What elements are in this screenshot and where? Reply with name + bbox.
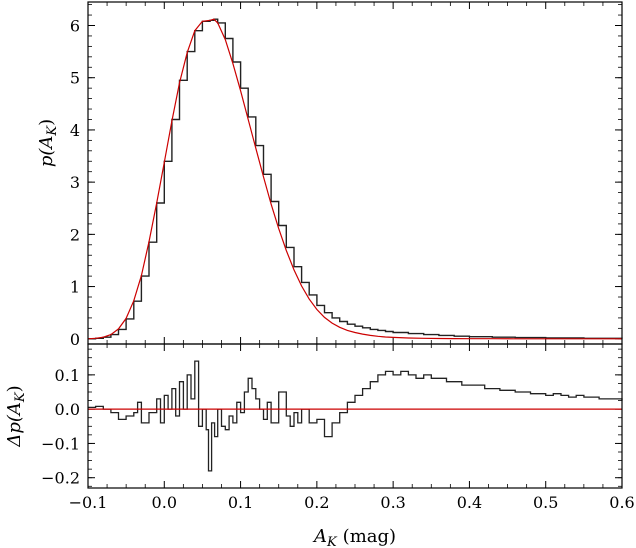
bottom-y-label-close: ) xyxy=(4,385,25,392)
top-y-tick-label: 1 xyxy=(70,278,80,297)
bottom-y-tick-label: 0.0 xyxy=(55,400,80,419)
bottom-y-tick-label: 0.1 xyxy=(55,366,80,385)
top-y-tick-label: 0 xyxy=(70,330,80,349)
top-panel: 0 1 2 3 4 5 6 p(AK) xyxy=(36,1,623,349)
x-label-unit: (mag) xyxy=(343,526,396,547)
top-y-tick-label: 5 xyxy=(70,69,80,88)
bottom-y-axis-label: Δp(AK) xyxy=(4,385,28,447)
x-axis-label: AK (mag) xyxy=(312,526,396,548)
bottom-plot-frame xyxy=(87,343,623,489)
x-label-main: A xyxy=(312,526,327,547)
top-y-label-main: p(A xyxy=(36,136,57,168)
top-plot-frame xyxy=(87,1,623,345)
x-tick-label: 0.0 xyxy=(152,493,177,512)
top-y-tick-label: 6 xyxy=(70,16,80,35)
top-y-tick-label: 4 xyxy=(70,121,80,140)
x-label-sub: K xyxy=(326,535,338,548)
top-ticks xyxy=(87,2,623,344)
top-y-tick-label: 2 xyxy=(70,225,80,244)
x-tick-label: 0.5 xyxy=(533,493,558,512)
histogram-line xyxy=(88,18,623,340)
x-tick-label: 0.6 xyxy=(609,493,634,512)
top-y-label-close: ) xyxy=(36,119,57,126)
top-y-tick-labels: 0 1 2 3 4 5 6 xyxy=(70,16,80,348)
top-y-tick-label: 3 xyxy=(70,173,80,192)
x-tick-label: −0.1 xyxy=(69,493,108,512)
bottom-y-tick-label: −0.1 xyxy=(41,434,80,453)
x-tick-label: 0.4 xyxy=(457,493,482,512)
bottom-y-tick-labels: 0.1 0.0 −0.1 −0.2 xyxy=(41,366,80,488)
top-y-axis-label: p(AK) xyxy=(36,119,60,167)
bottom-y-tick-label: −0.2 xyxy=(41,469,80,488)
bottom-panel: 0.1 0.0 −0.1 −0.2 −0.1 0.0 0.1 0.2 0.3 0.4 0.5 0.6… xyxy=(4,343,635,548)
bottom-y-label-sub: K xyxy=(13,391,28,403)
fit-curve xyxy=(87,18,622,340)
x-tick-labels: −0.1 0.0 0.1 0.2 0.3 0.4 0.5 0.6 xyxy=(69,493,635,512)
bottom-ticks xyxy=(87,344,623,488)
x-tick-label: 0.1 xyxy=(228,493,253,512)
residual-line xyxy=(88,360,623,472)
x-tick-label: 0.2 xyxy=(304,493,329,512)
bottom-y-label-main: Δp(A xyxy=(4,402,25,448)
top-y-label-sub: K xyxy=(45,125,60,137)
x-tick-label: 0.3 xyxy=(380,493,405,512)
